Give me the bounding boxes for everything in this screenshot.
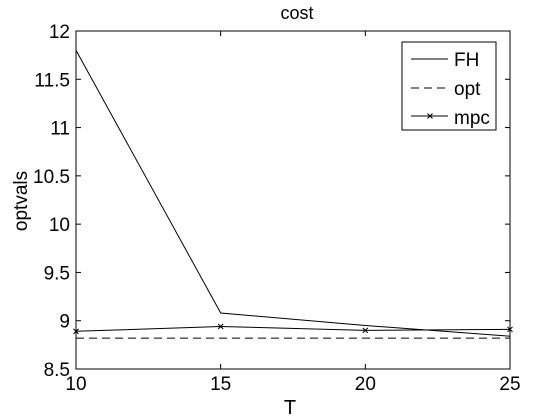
y-tick-label: 8.5: [44, 360, 70, 381]
y-tick-label: 9: [59, 312, 70, 333]
legend-fh-label: FH: [454, 50, 479, 71]
y-tick-label: 9.5: [44, 263, 70, 284]
y-tick-label: 11: [50, 119, 70, 140]
series-mpc-point: [362, 327, 369, 334]
series-mpc-line: [75, 325, 511, 332]
x-tick-label: 20: [355, 374, 376, 395]
x-tick-label: 25: [499, 374, 520, 395]
series-mpc-point: [217, 323, 224, 330]
y-tick-label: 10: [49, 215, 70, 236]
y-tick-label: 11.5: [34, 70, 70, 91]
x-tick-label: 15: [210, 374, 231, 395]
series-fh-line: [75, 50, 511, 337]
legend-frame: [401, 41, 497, 131]
chart-title: cost: [280, 3, 313, 23]
series-mpc-point: [73, 328, 79, 335]
series-mpc-point: [507, 326, 513, 333]
legend-opt-label: opt: [454, 79, 481, 100]
legend-mpc-marker: [427, 113, 433, 119]
x-tick-label: 10: [65, 374, 86, 395]
y-tick-label: 10.5: [33, 167, 70, 188]
legend-box: FH opt mpc: [401, 41, 497, 131]
legend-mpc-label: mpc: [454, 108, 490, 129]
x-axis-label: T: [284, 397, 296, 419]
y-axis-label: optvals: [11, 171, 32, 231]
y-tick-label: 12: [49, 22, 70, 43]
